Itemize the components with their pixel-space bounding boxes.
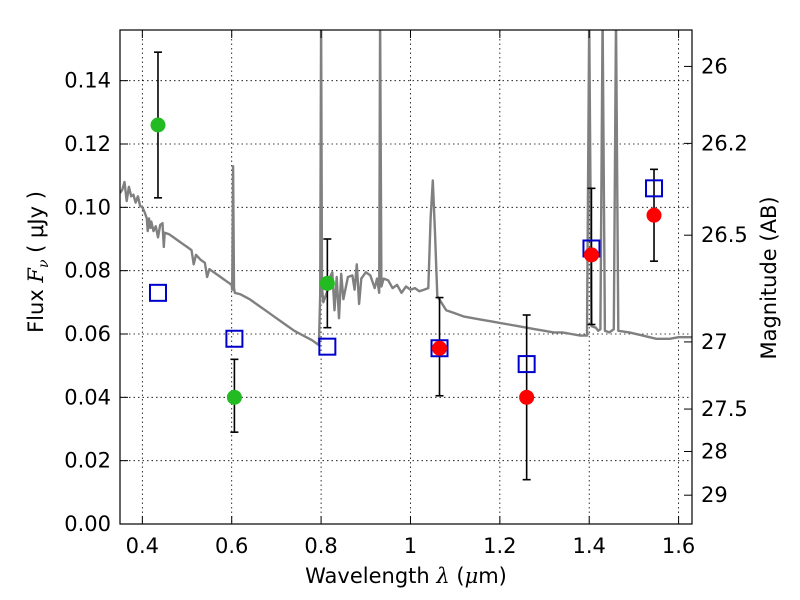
spectrum-layer xyxy=(120,30,692,347)
x-tick-label: 1.2 xyxy=(483,534,516,558)
photometry-point xyxy=(519,389,535,405)
y-tick-label: 0.14 xyxy=(64,69,111,93)
photometry-point xyxy=(319,275,335,291)
y-axis-subscript: ν xyxy=(36,259,52,268)
x-axis-title: Wavelength λ (μm) xyxy=(305,564,507,588)
model-flux-square xyxy=(430,339,449,358)
x-axis-unit-open: ( xyxy=(450,564,465,588)
model-spectrum-line xyxy=(120,30,692,347)
markers-layer xyxy=(148,51,664,481)
y-axis-symbol: F xyxy=(24,267,48,284)
y-tick-label: 0.06 xyxy=(64,322,111,346)
y2-tick-label: 26 xyxy=(701,54,728,78)
plot-frame xyxy=(119,29,693,525)
model-flux-square xyxy=(148,283,167,302)
photometry-point xyxy=(226,389,242,405)
x-tick-label: 1 xyxy=(404,534,417,558)
model-flux-square xyxy=(318,337,337,356)
x-axis-symbol: λ xyxy=(435,564,449,588)
ticks: 0.4 0.6 0.8 1 1.2 1.4 1.6 0.00 0.02 0.04 0.06 0.08 0… xyxy=(64,30,748,558)
x-tick-label: 0.4 xyxy=(126,534,159,558)
y2-tick-label: 27 xyxy=(701,330,728,354)
model-flux-square xyxy=(645,179,664,198)
y2-tick-label: 27.5 xyxy=(701,397,748,421)
y-tick-label: 0.10 xyxy=(64,195,111,219)
x-tick-label: 1.6 xyxy=(662,534,695,558)
y-axis-title: Flux Fν ( μJy ) xyxy=(24,191,52,333)
y-tick-label: 0.04 xyxy=(64,385,111,409)
model-flux-square xyxy=(517,355,536,374)
y-axis-unit: ( μJy ) xyxy=(24,191,48,259)
photometry-point xyxy=(583,247,599,263)
y-tick-label: 0.00 xyxy=(64,512,111,536)
x-axis-title-text: Wavelength xyxy=(305,564,436,588)
y-tick-label: 0.08 xyxy=(64,259,111,283)
y2-tick-label: 28 xyxy=(701,439,728,463)
y-tick-label: 0.12 xyxy=(64,132,111,156)
y2-axis-title: Magnitude (AB) xyxy=(757,196,781,359)
y-axis-title-text: Flux xyxy=(24,283,48,333)
model-flux-square xyxy=(225,329,244,348)
photometry-point xyxy=(432,340,448,356)
photometry-point xyxy=(150,117,166,133)
y2-tick-label: 26.5 xyxy=(701,223,748,247)
photometry-point xyxy=(646,207,662,223)
x-axis-unit-close: m) xyxy=(478,564,507,588)
plot-area-background xyxy=(120,30,692,524)
x-tick-label: 1.4 xyxy=(573,534,606,558)
x-tick-label: 0.8 xyxy=(304,534,337,558)
y2-tick-label: 29 xyxy=(701,483,728,507)
y2-tick-label: 26.2 xyxy=(701,131,748,155)
x-axis-unit-mu: μ xyxy=(465,564,479,588)
y-tick-label: 0.02 xyxy=(64,449,111,473)
x-tick-label: 0.6 xyxy=(215,534,248,558)
